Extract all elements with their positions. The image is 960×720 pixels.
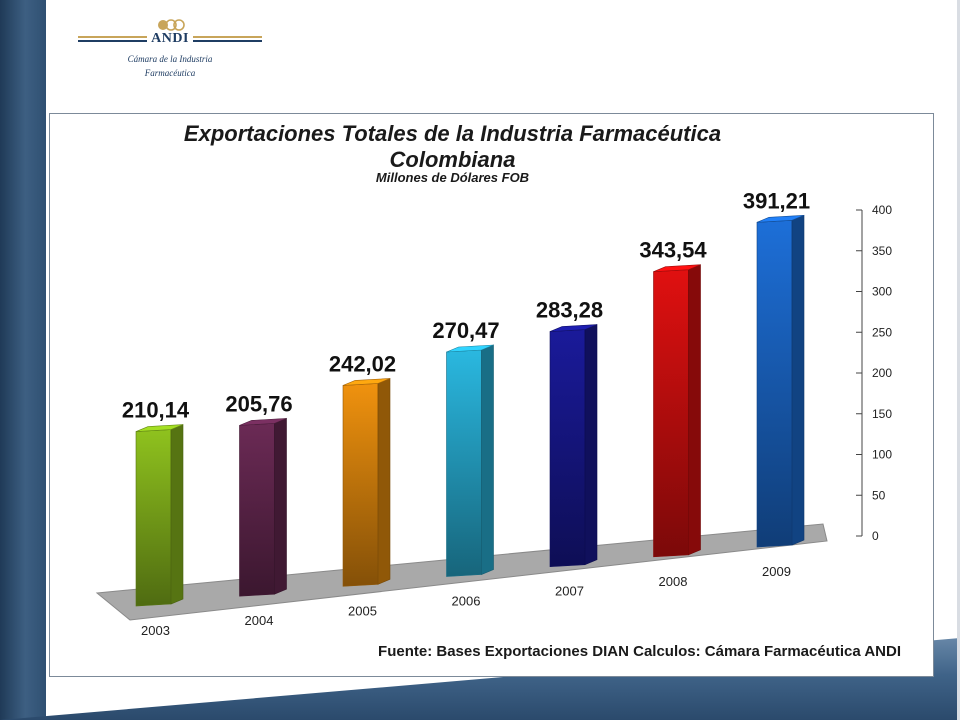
logo-subtitle-line1: Cámara de la Industria (127, 54, 213, 64)
bar-value-label: 270,47 (432, 318, 499, 343)
bar-value-label: 242,02 (329, 351, 396, 376)
y-tick-label: 50 (872, 488, 886, 502)
right-decorative-strip (957, 0, 960, 720)
bar-side (584, 324, 598, 566)
bar-value-label: 343,54 (639, 238, 707, 263)
bar-front (446, 349, 482, 577)
x-tick-label: 2007 (555, 584, 584, 599)
logo-subtitle: Cámara de la Industria Farmacéutica (78, 52, 262, 80)
chart-source-note: Fuente: Bases Exportaciones DIAN Calculo… (378, 643, 901, 660)
y-tick-label: 100 (872, 448, 892, 462)
y-tick-label: 0 (872, 529, 879, 543)
bar-front (342, 383, 379, 587)
chart-frame: Exportaciones Totales de la Industria Fa… (49, 113, 934, 677)
bar-value-label: 283,28 (536, 298, 603, 323)
bar-side (170, 424, 184, 605)
x-tick-label: 2004 (245, 613, 274, 628)
bar-top (446, 344, 494, 353)
bar-side (688, 264, 701, 556)
bar-value-label: 210,14 (122, 398, 190, 423)
y-tick-label: 200 (872, 366, 892, 380)
andi-logo: ANDI Cámara de la Industria Farmacéutica (78, 18, 262, 82)
x-tick-label: 2006 (452, 594, 481, 609)
logo-emblem-icon (158, 19, 185, 31)
bar-side (377, 378, 391, 585)
left-decorative-band (0, 0, 46, 720)
bar-front (756, 219, 793, 548)
chart-subtitle: Millones de Dólares FOB (375, 170, 530, 185)
bar-front (135, 429, 172, 607)
y-tick-label: 250 (872, 325, 892, 339)
bar-top (549, 324, 598, 332)
bar-value-label: 205,76 (225, 391, 292, 416)
x-tick-label: 2005 (348, 603, 377, 618)
x-tick-label: 2009 (762, 564, 791, 579)
x-tick-label: 2003 (141, 623, 170, 638)
bar-top (239, 418, 287, 426)
bar-top (653, 264, 701, 272)
x-tick-label: 2008 (659, 574, 688, 589)
bar-top (342, 378, 391, 386)
bar-top (756, 215, 805, 223)
chart-title-line2: Colombiana (389, 147, 516, 172)
bar-front (653, 269, 689, 558)
bar-chart: 0 50 100 150 200 250 300 350 400 210,14 2003 205,76… (95, 188, 892, 638)
bar-top (135, 424, 184, 432)
bar-front (239, 423, 275, 597)
bar-side (274, 417, 287, 595)
bar-value-label: 391,21 (743, 188, 810, 213)
chart-title-line1: Exportaciones Totales de la Industria Fa… (183, 121, 722, 146)
logo-brand-text: ANDI (78, 31, 262, 46)
y-tick-label: 150 (872, 407, 892, 421)
y-tick-label: 300 (872, 285, 892, 299)
logo-subtitle-line2: Farmacéutica (144, 68, 196, 78)
y-tick-label: 350 (872, 244, 892, 258)
bar-front (549, 329, 586, 567)
bar-side (481, 344, 494, 575)
bar-side (791, 214, 805, 546)
y-tick-label: 400 (872, 203, 892, 217)
